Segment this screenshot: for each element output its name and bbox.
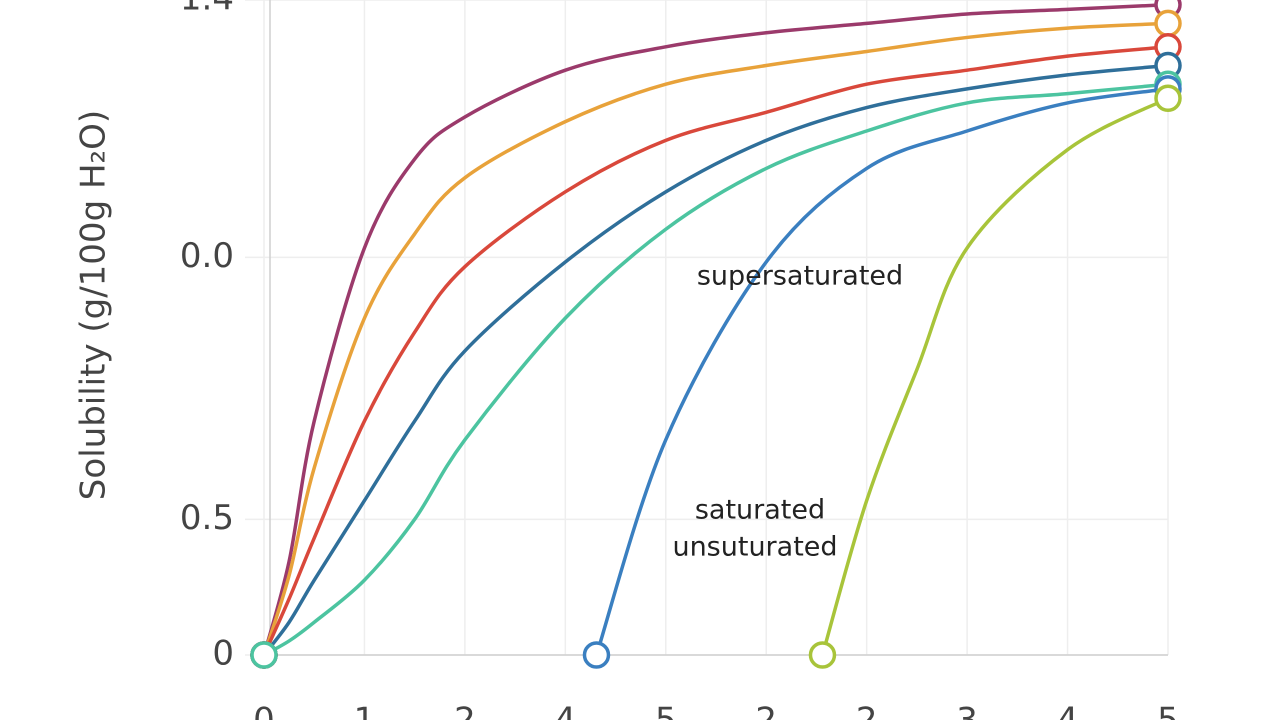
annotation: saturated — [695, 495, 825, 526]
x-tick-label: 4 — [555, 701, 577, 720]
annotation: unsuturated — [672, 532, 837, 563]
series-line — [262, 21, 1170, 657]
x-tick-label: 2 — [856, 701, 878, 720]
series-line — [262, 2, 1170, 657]
series-line — [820, 96, 1170, 657]
series-line — [262, 63, 1170, 657]
y-tick-label: 0.0 — [180, 236, 234, 276]
point-marker — [808, 641, 837, 669]
x-tick-label: 5 — [655, 701, 677, 720]
y-tick-label: 0 — [212, 634, 234, 674]
y-axis-label: Solubility (g/100g H₂O) — [74, 110, 114, 500]
point-marker — [582, 641, 611, 669]
x-tick-label: 0 — [253, 701, 275, 720]
x-tick-label: 2 — [755, 701, 777, 720]
point-marker — [1154, 84, 1182, 112]
series-line — [594, 87, 1170, 657]
point-marker — [1154, 9, 1182, 38]
x-tick-label: 1 — [354, 701, 376, 720]
x-tick-label: 3 — [956, 701, 978, 720]
series-line — [262, 82, 1170, 657]
annotation: supersaturated — [697, 261, 903, 292]
series-line — [262, 45, 1170, 657]
x-tick-label: 4 — [1057, 701, 1079, 720]
x-tick-label: 5 — [1157, 701, 1179, 720]
y-tick-label: 1.4 — [180, 0, 234, 19]
y-tick-label: 0.5 — [180, 498, 234, 538]
x-tick-label: 2 — [454, 701, 476, 720]
point-marker — [250, 641, 278, 669]
